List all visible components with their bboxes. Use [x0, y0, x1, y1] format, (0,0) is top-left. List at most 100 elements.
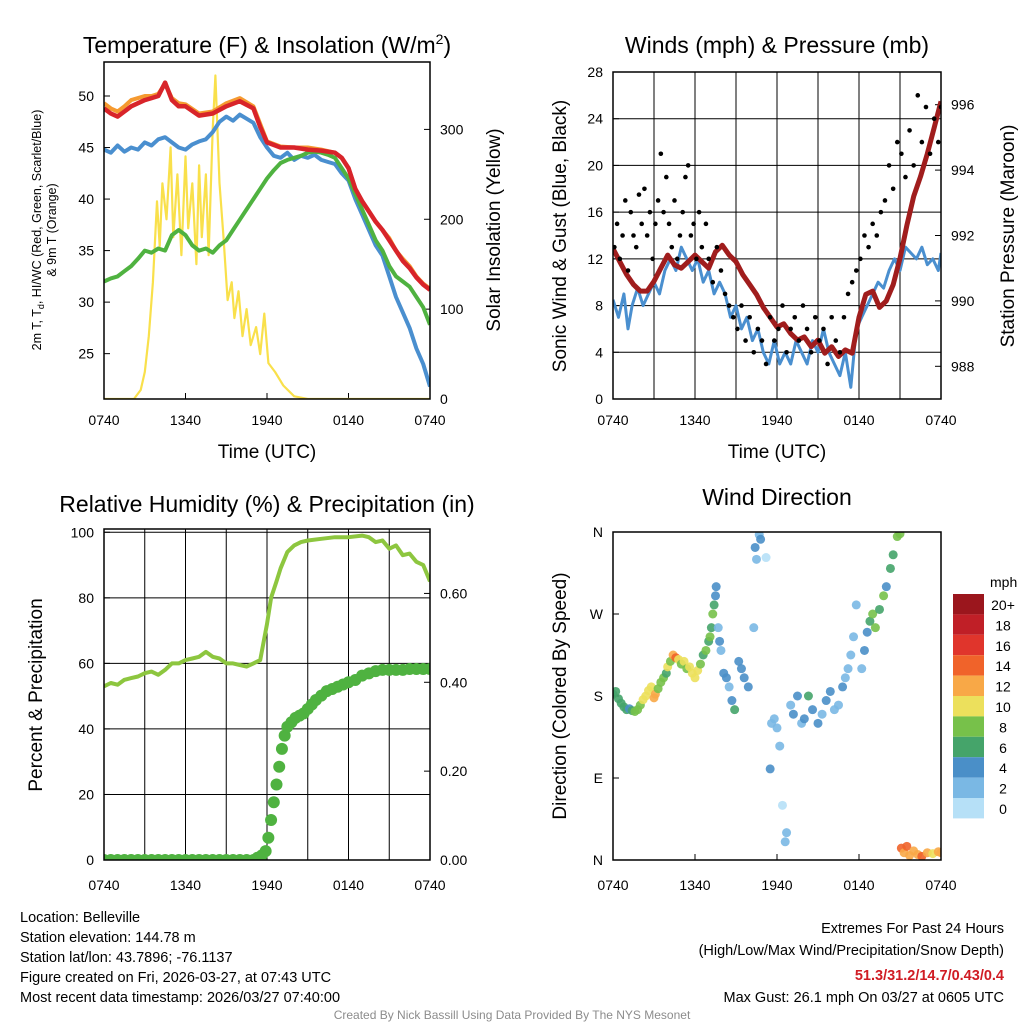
wind-direction-point: [734, 656, 744, 666]
wind-speed-colorbar: mph 20+ 18 16 14 12 10 8 6 4 2 0: [953, 574, 1017, 819]
wind-gust-point: [833, 338, 839, 343]
y-tick-label: 0: [86, 852, 94, 868]
colorbar-swatch: [953, 696, 984, 717]
y2-tick-label: 996: [951, 97, 975, 113]
wind-gust-point: [776, 326, 781, 332]
latlon-text: Station lat/lon: 43.7896; -76.1137: [20, 950, 233, 966]
y2-tick-label: 0.40: [440, 674, 467, 690]
wind-gust-point: [655, 198, 661, 203]
y-tick-label: 16: [587, 204, 603, 220]
x-tick-label: 1340: [679, 412, 710, 428]
wind-direction-point: [838, 682, 848, 692]
wind-gust-point: [817, 338, 822, 343]
x-tick-label: 1940: [761, 412, 792, 428]
wind-direction-point: [711, 591, 720, 601]
wind-direction-point: [834, 700, 843, 710]
wind-direction-point: [721, 673, 731, 683]
colorbar-swatch: [953, 594, 984, 615]
wind-gust-point: [899, 151, 904, 157]
y-tick-label: 45: [78, 140, 94, 156]
wind-gust-point: [666, 221, 672, 227]
wind-gust-point: [800, 303, 806, 308]
y-tick-label: 40: [78, 721, 94, 737]
wind-direction-point: [851, 600, 861, 610]
wind-gust-point: [771, 338, 777, 343]
wind-direction-point: [859, 645, 869, 655]
wind-direction-point: [865, 616, 875, 626]
wind-gust-point: [751, 349, 757, 355]
wind-direction-point: [716, 645, 726, 655]
colorbar-label: 20+: [991, 597, 1015, 613]
y-tick-label: 28: [587, 64, 603, 80]
wind-gust-point: [661, 209, 666, 215]
hi-wc-line: [104, 149, 430, 326]
colorbar-swatch: [953, 655, 984, 676]
y-tick-label: 35: [78, 243, 94, 259]
temperature-y-axis-label-line2: & 9m T (Orange): [45, 183, 59, 276]
wind-direction-point: [808, 705, 818, 715]
wind-gust-point: [735, 326, 740, 332]
wind-gust-point: [862, 233, 867, 238]
wind-gust-point: [642, 186, 647, 192]
wind-gust-point: [647, 209, 653, 215]
x-tick-label: 1340: [170, 412, 201, 428]
humidity-plot-frame: [103, 528, 431, 861]
wind-direction-point: [780, 837, 790, 847]
wind-gust-point: [633, 244, 639, 250]
colorbar-label: 18: [995, 617, 1011, 633]
y-tick-label: N: [593, 524, 603, 540]
direction-y-axis-label: Direction (Colored By Speed): [550, 572, 571, 819]
wind-gust-point: [849, 279, 855, 285]
wind-direction-point: [821, 696, 831, 706]
wind-direction-point: [902, 841, 912, 851]
wind-gust-point: [685, 163, 691, 168]
colorbar-label: 4: [999, 760, 1007, 776]
wind-gust-point: [644, 233, 650, 238]
y2-tick-label: 994: [951, 162, 975, 178]
wind-gust-point: [927, 151, 933, 157]
extremes-title: Extremes For Past 24 Hours: [821, 921, 1004, 937]
wind-gust-point: [755, 326, 761, 332]
temperature-plot-frame: [103, 61, 431, 400]
wind-gust-point: [688, 233, 694, 238]
y-tick-label: 0: [595, 391, 603, 407]
winds-chart-title: Winds (mph) & Pressure (mb): [625, 32, 929, 58]
temperature-plot: 25 30 35 40 45 50 0 100 200 300 0740 1340 1940 0140 07…: [78, 61, 464, 428]
precipitation-point: [273, 760, 286, 773]
wind-direction-point: [793, 691, 802, 701]
y-tick-label: 12: [587, 251, 603, 267]
wind-gust-point: [903, 174, 908, 180]
winds-plot: 0 4 8 12 16 20 24 28 988 990 992 994 996 0740 1340 1940…: [587, 64, 974, 428]
wind-gust-point: [808, 349, 814, 355]
wind-gust-point: [886, 163, 892, 168]
x-tick-label: 0740: [88, 877, 119, 893]
wind-direction-point: [690, 673, 700, 683]
y2-tick-label: 988: [951, 358, 975, 374]
y2-tick-label: 200: [440, 211, 464, 227]
wind-gust-point: [680, 209, 685, 215]
wind-gust-point: [710, 279, 716, 285]
wind-gust-point: [718, 268, 724, 273]
wind-direction-point: [750, 542, 760, 552]
precipitation-point: [270, 778, 283, 791]
colorbar-label: 0: [999, 801, 1007, 817]
wind-gust-point: [870, 221, 875, 227]
wind-gust-point: [636, 192, 642, 197]
extremes-fields: (High/Low/Max Wind/Precipitation/Snow De…: [699, 943, 1004, 959]
colorbar-label: 8: [999, 719, 1007, 735]
precipitation-point: [259, 845, 272, 858]
wind-direction-point: [881, 582, 891, 592]
wind-direction-point: [724, 682, 734, 692]
wind-gust-point: [674, 256, 680, 262]
wind-gust-point: [915, 93, 921, 98]
wind-gust-point: [714, 244, 720, 250]
wind-gust-point: [907, 128, 912, 133]
wind-gust-point: [628, 209, 634, 215]
wind-direction-point: [786, 700, 796, 710]
wind-gust-point: [664, 174, 669, 180]
x-tick-label: 0140: [843, 877, 874, 893]
wind-gust-point: [931, 116, 937, 122]
wind-direction-point: [849, 632, 859, 642]
wind-gust-point: [878, 209, 884, 215]
colorbar-swatch: [953, 614, 984, 635]
